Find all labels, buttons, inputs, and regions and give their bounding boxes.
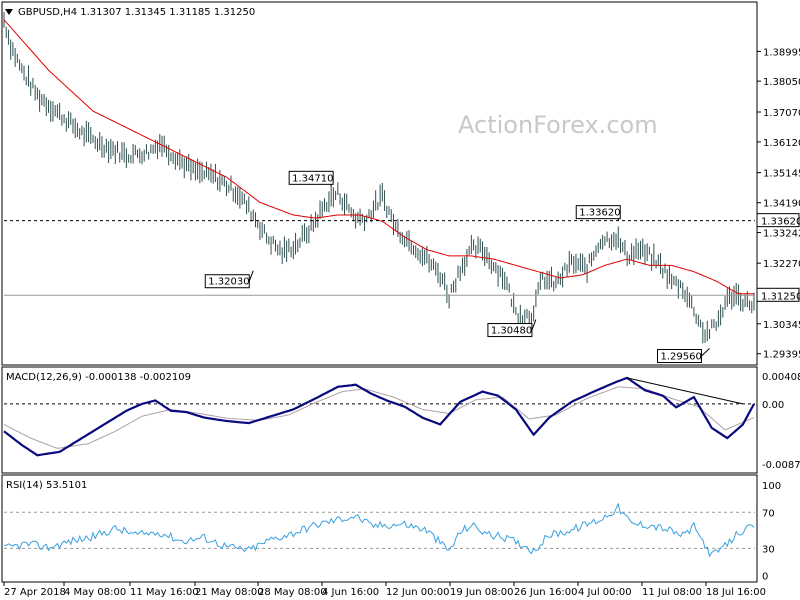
rsi-axis: 100 70 30 0 xyxy=(762,481,781,582)
price-label: 1.29560 xyxy=(656,348,710,364)
price-tick-label: 1.29395 xyxy=(763,350,800,361)
rsi-tick-label: 30 xyxy=(762,544,775,555)
rsi-tick-label: 0 xyxy=(762,571,768,582)
price-overlays: 1.33620 1.31250 xyxy=(3,19,800,302)
macd-tick-label: -0.008794 xyxy=(762,460,800,471)
rsi-tick-label: 100 xyxy=(762,481,781,492)
price-label-text: 1.34710 xyxy=(292,173,333,184)
price-tick-label: 1.35145 xyxy=(763,169,800,180)
price-label-text: 1.29560 xyxy=(660,352,701,363)
time-tick-label: 11 May 16:00 xyxy=(130,587,199,598)
price-label: 1.34710 xyxy=(288,170,334,187)
current-price-box-text: 1.31250 xyxy=(761,291,800,302)
price-label-leader xyxy=(701,348,710,357)
time-tick-label: 21 May 08:00 xyxy=(195,587,264,598)
rsi-pane: RSI(14) 53.5101 100 70 30 0 xyxy=(1,474,781,583)
price-label: 1.33620 xyxy=(575,205,621,221)
time-tick-label: 4 Jul 00:00 xyxy=(578,587,632,598)
macd-lines xyxy=(3,376,755,457)
current-price-box: 1.31250 xyxy=(756,287,800,302)
price-tick-label: 1.36120 xyxy=(763,138,800,149)
price-label-box xyxy=(288,170,334,185)
price-label-text: 1.33620 xyxy=(579,208,620,219)
price-label: 1.32030 xyxy=(204,270,254,289)
resistance-price-box-text: 1.33620 xyxy=(761,217,800,228)
macd-trendline xyxy=(627,377,743,405)
price-tick-label: 1.32270 xyxy=(763,259,800,270)
price-labels: 1.34710 1.32030 1.33620 1.30480 1.29560 xyxy=(204,170,710,364)
price-label: 1.30480 xyxy=(487,319,537,338)
rsi-lines xyxy=(3,502,755,558)
time-tick-label: 4 May 08:00 xyxy=(64,587,126,598)
price-label-box xyxy=(487,323,533,338)
macd-pane-border xyxy=(1,366,758,474)
time-tick-label: 27 Apr 2018 xyxy=(4,587,66,598)
price-label-box xyxy=(575,205,621,220)
moving-average-line xyxy=(3,19,754,295)
macd-tick-label: 0.00 xyxy=(762,400,784,411)
price-tick-label: 1.30345 xyxy=(763,320,800,331)
price-axis: 1.38995 1.38050 1.37070 1.36120 1.35145 1.341… xyxy=(757,47,800,361)
price-label-leader xyxy=(531,319,537,331)
macd-title: MACD(12,26,9) -0.000138 -0.002109 xyxy=(6,372,191,383)
time-tick-label: 18 Jul 16:00 xyxy=(706,587,766,598)
price-pane-border xyxy=(1,1,758,366)
price-pane: GBPUSD,H4 1.31307 1.31345 1.31185 1.3125… xyxy=(1,1,800,366)
price-label-leader xyxy=(248,270,254,282)
time-tick-label: 28 May 08:00 xyxy=(258,587,327,598)
price-label-text: 1.32030 xyxy=(208,277,249,288)
price-tick-label: 1.38050 xyxy=(763,77,800,88)
rsi-title: RSI(14) 53.5101 xyxy=(6,480,87,491)
macd-pane: MACD(12,26,9) -0.000138 -0.002109 0.0040… xyxy=(1,366,800,474)
resistance-price-box: 1.33620 xyxy=(756,213,800,228)
rsi-line xyxy=(3,502,755,558)
price-label-box xyxy=(204,274,250,289)
collapse-triangle-icon[interactable] xyxy=(5,9,13,15)
main-title: GBPUSD,H4 1.31307 1.31345 1.31185 1.3125… xyxy=(18,7,255,18)
time-tick-label: 4 Jun 16:00 xyxy=(322,587,379,598)
price-label-text: 1.30480 xyxy=(491,326,532,337)
macd-axis: 0.004081 0.00 -0.008794 xyxy=(762,372,800,471)
time-tick-label: 12 Jun 00:00 xyxy=(386,587,450,598)
rsi-pane-border xyxy=(1,474,758,583)
price-tick-label: 1.33242 xyxy=(763,229,800,240)
macd-main-line xyxy=(3,376,755,457)
price-label-box xyxy=(656,349,702,364)
price-bars xyxy=(3,11,755,344)
time-tick-label: 26 Jun 16:00 xyxy=(514,587,578,598)
macd-tick-label: 0.004081 xyxy=(762,372,800,383)
price-tick-label: 1.34190 xyxy=(763,199,800,210)
current-price-box-bg xyxy=(756,287,800,302)
price-tick-label: 1.37070 xyxy=(763,108,800,119)
rsi-tick-label: 70 xyxy=(762,508,775,519)
resistance-price-box-bg xyxy=(756,213,800,228)
macd-signal-line xyxy=(3,386,755,449)
watermark: ActionForex.com xyxy=(458,111,658,139)
time-tick-label: 11 Jul 08:00 xyxy=(642,587,702,598)
price-tick-label: 1.38995 xyxy=(763,47,800,58)
time-tick-label: 19 Jun 08:00 xyxy=(450,587,514,598)
